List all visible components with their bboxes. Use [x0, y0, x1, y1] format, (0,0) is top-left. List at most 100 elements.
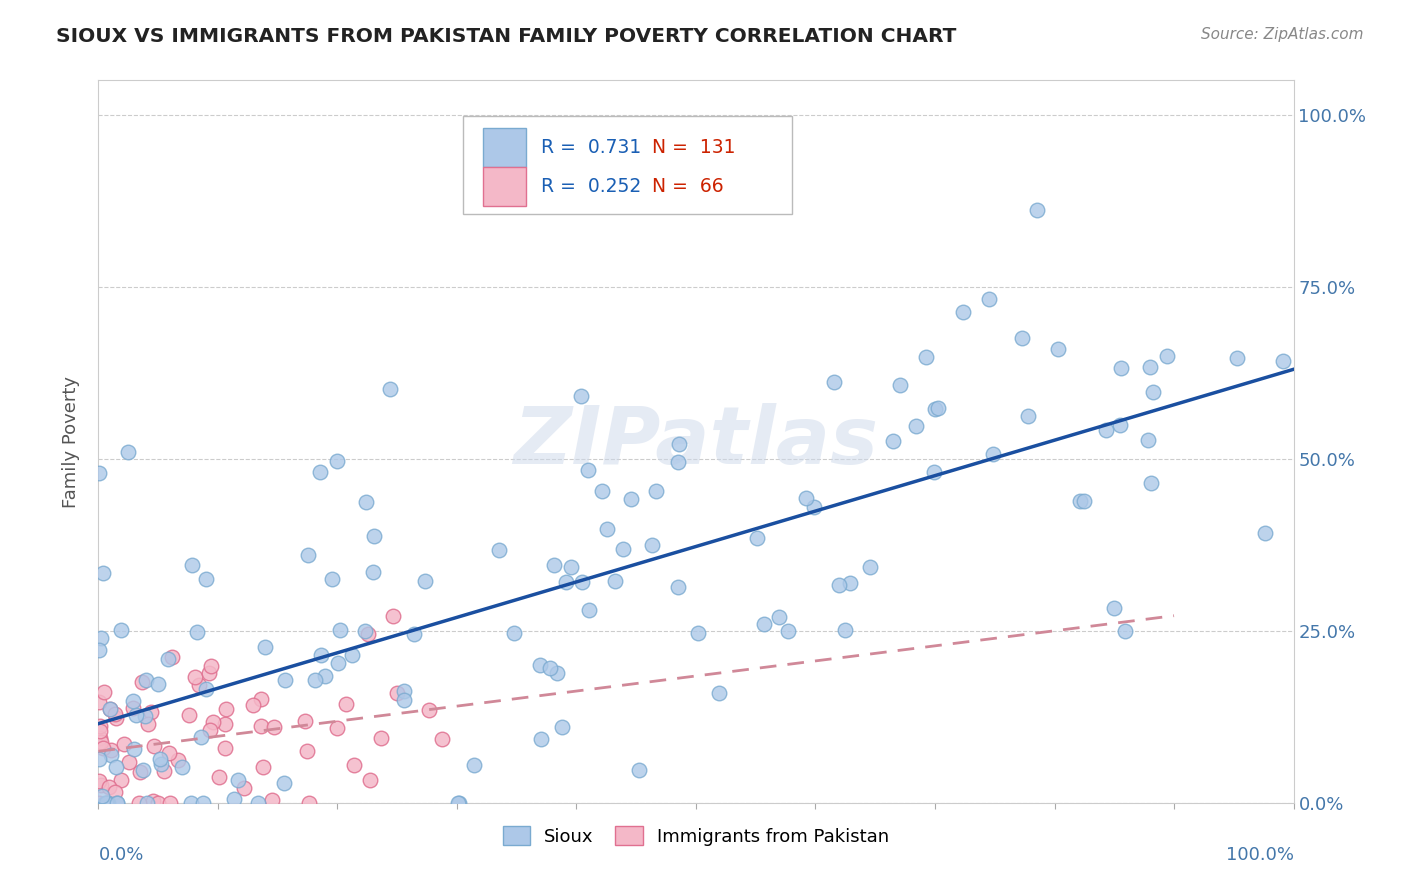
Point: [294, 714, 316, 729]
Point: [156, 652, 179, 666]
Point: [89, 752, 111, 766]
Point: [952, 305, 974, 319]
Point: [98, 702, 121, 716]
Point: [149, 757, 172, 772]
Point: [134, 708, 156, 723]
Point: [889, 378, 911, 392]
Point: [357, 627, 380, 641]
Point: [578, 603, 600, 617]
Point: [404, 627, 426, 641]
Point: [184, 670, 207, 684]
Point: [354, 495, 377, 509]
Point: [1109, 418, 1132, 433]
Point: [340, 648, 363, 662]
Point: [576, 463, 599, 477]
Point: [309, 466, 332, 480]
Point: [644, 483, 666, 498]
Point: [190, 730, 212, 744]
Point: [170, 760, 193, 774]
Point: [274, 673, 297, 687]
Point: [125, 707, 148, 722]
Point: [252, 760, 274, 774]
Text: R =  0.252: R = 0.252: [541, 177, 641, 196]
Point: [1142, 384, 1164, 399]
Point: [250, 692, 273, 706]
Text: ZIPatlas: ZIPatlas: [513, 402, 879, 481]
Point: [91, 566, 114, 581]
Point: [591, 483, 613, 498]
Point: [329, 623, 352, 637]
Point: [745, 531, 768, 545]
Point: [834, 623, 856, 637]
Point: [250, 719, 273, 733]
Point: [242, 698, 264, 713]
Point: [1094, 423, 1116, 437]
Point: [93, 684, 115, 698]
Y-axis label: Family Poverty: Family Poverty: [62, 376, 80, 508]
Point: [149, 752, 172, 766]
Point: [326, 721, 349, 735]
Point: [530, 731, 553, 746]
Point: [1272, 353, 1295, 368]
Point: [1114, 624, 1136, 638]
Point: [343, 758, 366, 772]
Point: [554, 575, 576, 590]
Point: [546, 665, 568, 680]
Point: [560, 559, 582, 574]
Point: [177, 708, 200, 723]
Point: [686, 626, 709, 640]
Point: [94, 796, 117, 810]
Point: [135, 673, 157, 687]
Point: [98, 702, 121, 716]
Point: [1011, 331, 1033, 345]
Legend: Sioux, Immigrants from Pakistan: Sioux, Immigrants from Pakistan: [495, 819, 897, 853]
Text: SIOUX VS IMMIGRANTS FROM PAKISTAN FAMILY POVERTY CORRELATION CHART: SIOUX VS IMMIGRANTS FROM PAKISTAN FAMILY…: [56, 27, 956, 45]
Bar: [484, 128, 526, 168]
Point: [188, 678, 211, 692]
Point: [262, 793, 284, 807]
Point: [128, 796, 150, 810]
Point: [752, 617, 775, 632]
Bar: [484, 167, 526, 206]
Point: [1156, 349, 1178, 363]
Point: [603, 574, 626, 589]
Point: [859, 560, 882, 574]
Text: N =  131: N = 131: [652, 138, 735, 157]
Point: [198, 723, 221, 737]
Point: [381, 608, 404, 623]
Point: [387, 685, 409, 699]
Point: [146, 677, 169, 691]
Point: [1254, 525, 1277, 540]
Point: [100, 743, 122, 757]
Point: [157, 746, 180, 760]
Text: N =  66: N = 66: [652, 177, 723, 196]
Point: [186, 625, 208, 640]
Point: [707, 686, 730, 700]
Point: [620, 491, 643, 506]
Point: [104, 711, 127, 725]
Point: [551, 720, 574, 734]
Point: [100, 748, 122, 763]
Point: [87, 774, 110, 789]
Point: [361, 565, 384, 579]
Point: [159, 796, 181, 810]
Point: [666, 580, 689, 594]
Point: [321, 572, 343, 586]
Point: [392, 683, 415, 698]
Point: [666, 455, 689, 469]
Point: [89, 731, 111, 745]
Point: [977, 292, 1000, 306]
Point: [122, 694, 145, 708]
Point: [354, 624, 377, 638]
Point: [87, 467, 110, 481]
Point: [160, 650, 183, 665]
Point: [94, 796, 117, 810]
Point: [882, 434, 904, 448]
Point: [132, 764, 155, 778]
Point: [122, 701, 145, 715]
Point: [1104, 600, 1126, 615]
Point: [309, 648, 332, 662]
FancyBboxPatch shape: [463, 117, 792, 214]
Point: [1047, 343, 1070, 357]
Point: [335, 697, 357, 711]
